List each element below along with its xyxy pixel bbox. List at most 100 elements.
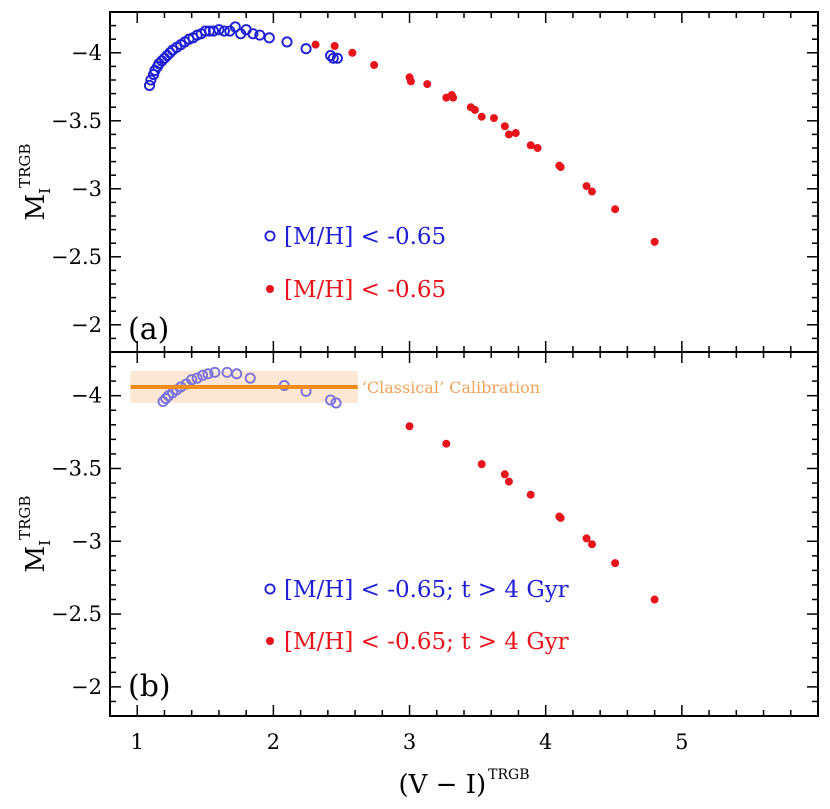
data-point-filled — [477, 460, 486, 469]
data-point-filled — [582, 534, 591, 543]
y-axis-label: MITRGB — [16, 144, 54, 221]
data-point-open — [325, 49, 337, 62]
legend-marker-filled — [266, 637, 274, 645]
data-point-filled — [611, 559, 620, 568]
legend-marker-filled — [266, 285, 274, 293]
y-axis-label-subscript: I — [36, 188, 54, 194]
data-point-filled — [330, 42, 339, 50]
data-point-open — [186, 374, 198, 386]
data-point-open — [327, 52, 339, 64]
panel-a: −4 −3.5 −3 −2.5 −2 MITRGB [M/H] < -0.65 [M/H] <… — [16, 11, 819, 353]
data-point-filled — [311, 40, 320, 49]
data-point-open — [207, 25, 220, 37]
data-point-filled — [442, 439, 451, 448]
data-point-filled — [556, 163, 565, 172]
x-tick-label: 2 — [267, 730, 280, 754]
plot-frame — [109, 351, 819, 717]
data-point-filled — [650, 595, 659, 604]
x-axis-label-main: (V − I) — [398, 770, 486, 800]
data-point-filled — [556, 513, 565, 522]
legend-entry: [M/H] < -0.65 — [284, 224, 446, 250]
data-point-open — [231, 368, 243, 380]
y-tick-label: −3 — [71, 529, 102, 553]
x-tick-label: 3 — [403, 730, 416, 754]
data-point-open — [300, 43, 312, 55]
data-point-filled — [504, 477, 513, 486]
y-tick-label: −2.5 — [51, 602, 102, 626]
data-point-open — [143, 79, 156, 91]
y-tick-label: −3 — [71, 177, 102, 201]
y-axis-label-main: M — [21, 546, 51, 573]
data-point-open — [218, 25, 230, 37]
legend-entry: [M/H] < -0.65; t > 4 Gyr — [284, 577, 569, 603]
data-point-filled — [611, 205, 620, 214]
legend-entry: [M/H] < -0.65 — [284, 277, 446, 303]
legend-entry: [M/H] < -0.65; t > 4 Gyr — [284, 629, 569, 655]
data-point-open — [330, 397, 342, 409]
x-tick-label: 4 — [539, 730, 552, 754]
data-point-filled — [511, 129, 520, 138]
data-point-filled — [406, 77, 415, 86]
y-axis-label-superscript: TRGB — [16, 496, 34, 540]
data-point-filled — [489, 114, 498, 123]
data-point-open — [213, 24, 225, 36]
data-point-filled — [587, 540, 596, 549]
y-tick-label: −2.5 — [51, 245, 102, 269]
data-point-filled — [470, 105, 479, 114]
data-point-open — [254, 29, 266, 41]
data-point-open — [202, 368, 214, 380]
calibration-label: ‘Classical’ Calibration — [362, 378, 540, 397]
legend-marker-open — [264, 230, 276, 242]
y-axis-label-main: M — [21, 194, 51, 221]
y-axis-label-subscript: I — [36, 540, 54, 546]
plot-frame — [109, 11, 819, 353]
data-point-filled — [500, 470, 509, 479]
x-tick-label: 1 — [131, 730, 144, 754]
data-point-open — [247, 28, 259, 40]
data-point-open — [263, 32, 275, 44]
data-point-open — [331, 52, 343, 64]
data-point-open — [325, 394, 337, 406]
x-tick-label: 5 — [675, 730, 688, 754]
y-tick-label: −4 — [71, 41, 102, 65]
data-point-open — [281, 36, 293, 48]
data-point-filled — [423, 80, 432, 89]
data-point-open — [145, 74, 157, 86]
y-axis-label-superscript: TRGB — [16, 144, 34, 188]
data-point-open — [197, 369, 209, 381]
data-point-filled — [526, 141, 535, 150]
y-tick-label: −3.5 — [51, 109, 102, 133]
data-point-filled — [348, 48, 357, 57]
y-axis-label: MITRGB — [16, 496, 54, 573]
y-tick-label: −3.5 — [51, 456, 102, 480]
data-point-filled — [449, 93, 458, 102]
data-point-open — [157, 395, 169, 408]
y-tick-label: −2 — [71, 313, 102, 337]
panel-label: (b) — [128, 669, 171, 704]
data-point-filled — [650, 237, 659, 246]
data-point-open — [191, 372, 203, 384]
data-point-filled — [533, 144, 542, 152]
data-point-open — [199, 25, 211, 37]
data-point-filled — [405, 422, 414, 431]
data-point-filled — [477, 112, 486, 121]
data-point-open — [244, 372, 256, 384]
data-point-filled — [582, 182, 591, 191]
data-point-open — [160, 393, 172, 405]
y-tick-label: −2 — [71, 675, 102, 699]
data-point-filled — [587, 187, 596, 196]
data-point-open — [164, 47, 176, 59]
data-point-filled — [500, 122, 509, 131]
data-point-filled — [370, 61, 379, 70]
data-point-open — [229, 21, 241, 33]
x-axis-label-superscript: TRGB — [488, 767, 529, 783]
data-point-open — [209, 366, 221, 378]
y-tick-label: −4 — [71, 384, 102, 408]
x-axis-label: (V − I) TRGB — [398, 767, 529, 800]
legend-marker-open — [264, 583, 276, 595]
data-point-filled — [526, 490, 535, 499]
data-point-filled — [504, 130, 513, 139]
panel-label: (a) — [128, 312, 169, 347]
